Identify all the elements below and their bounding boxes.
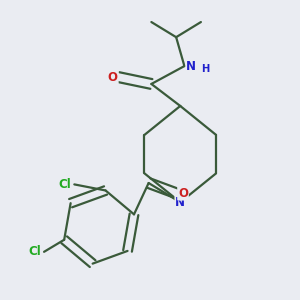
- Text: O: O: [108, 70, 118, 84]
- Text: Cl: Cl: [28, 245, 41, 258]
- Text: H: H: [201, 64, 209, 74]
- Text: Cl: Cl: [58, 178, 71, 191]
- Text: N: N: [186, 60, 196, 73]
- Text: O: O: [178, 187, 188, 200]
- Text: N: N: [175, 196, 185, 209]
